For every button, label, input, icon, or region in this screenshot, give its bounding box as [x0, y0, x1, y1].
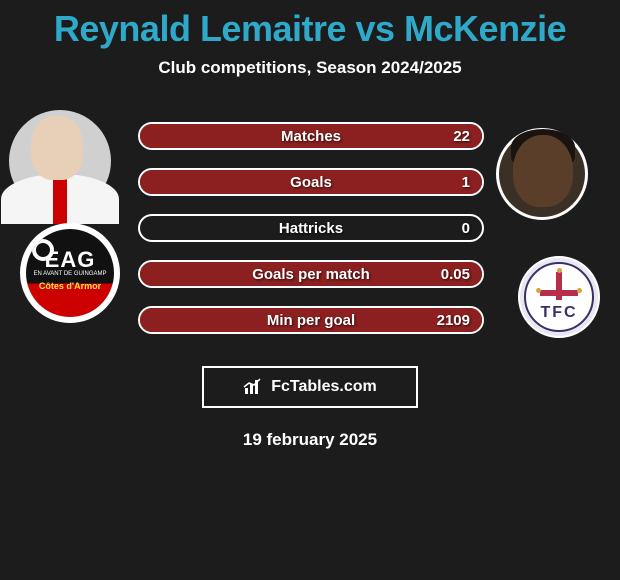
stat-row: Goals 1	[138, 168, 484, 196]
page-title: Reynald Lemaitre vs McKenzie	[0, 0, 620, 50]
chart-icon	[243, 378, 265, 396]
stat-label: Goals per match	[252, 266, 370, 283]
stat-value-right: 0	[462, 216, 470, 240]
stat-row: Goals per match 0.05	[138, 260, 484, 288]
stat-label: Matches	[281, 128, 341, 145]
stat-value-right: 2109	[437, 308, 470, 332]
stat-row: Hattricks 0	[138, 214, 484, 242]
stat-label: Min per goal	[267, 312, 355, 329]
subtitle: Club competitions, Season 2024/2025	[0, 58, 620, 78]
stat-rows: Matches 22 Goals 1 Hattricks 0 Goals per…	[138, 122, 484, 352]
player-right-avatar	[496, 128, 588, 220]
club-right-abbr: TFC	[526, 304, 592, 322]
club-left-badge: EAG EN AVANT DE GUINGAMP Côtes d'Armor	[20, 223, 120, 323]
comparison-area: EAG EN AVANT DE GUINGAMP Côtes d'Armor T…	[0, 110, 620, 370]
club-left-fullname: EN AVANT DE GUINGAMP	[26, 271, 114, 277]
stat-row: Min per goal 2109	[138, 306, 484, 334]
stat-value-right: 0.05	[441, 262, 470, 286]
watermark: FcTables.com	[202, 366, 418, 408]
stat-value-right: 1	[462, 170, 470, 194]
stat-row: Matches 22	[138, 122, 484, 150]
date-label: 19 february 2025	[0, 430, 620, 450]
watermark-text: FcTables.com	[271, 378, 377, 396]
stat-label: Hattricks	[279, 220, 343, 237]
club-right-badge: TFC	[518, 256, 600, 338]
stat-label: Goals	[290, 174, 332, 191]
club-left-region: Côtes d'Armor	[26, 281, 114, 291]
player-left-avatar	[9, 110, 111, 212]
stat-value-right: 22	[453, 124, 470, 148]
